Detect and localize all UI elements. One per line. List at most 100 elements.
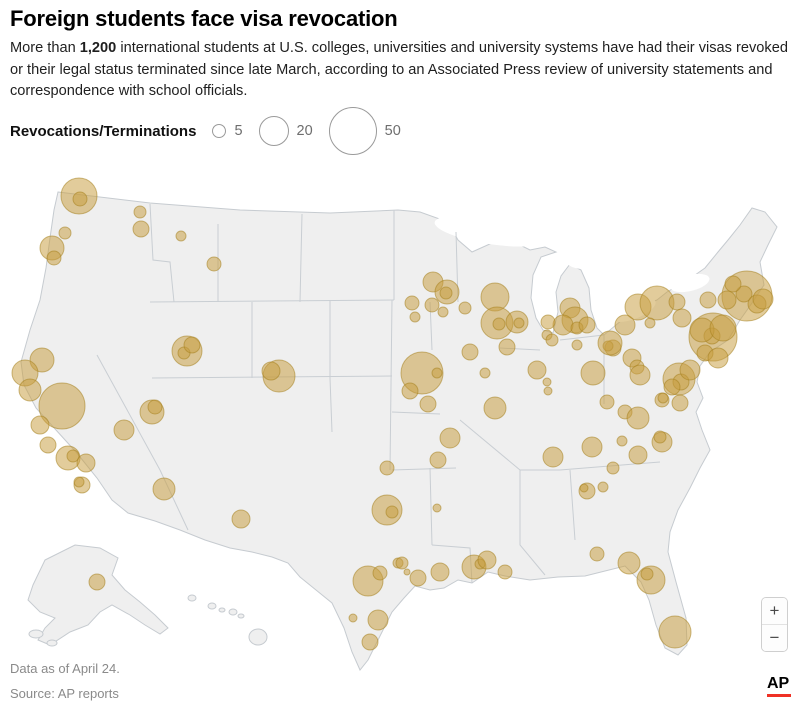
- revocation-bubble[interactable]: [571, 339, 583, 351]
- revocation-bubble[interactable]: [513, 317, 525, 329]
- revocation-bubble[interactable]: [113, 419, 135, 441]
- revocation-bubble[interactable]: [401, 382, 419, 400]
- revocation-bubble[interactable]: [589, 546, 605, 562]
- revocation-bubble[interactable]: [409, 569, 427, 587]
- revocation-bubble[interactable]: [497, 564, 513, 580]
- revocation-bubble[interactable]: [657, 392, 669, 404]
- revocation-bubble[interactable]: [626, 406, 650, 430]
- revocation-bubble[interactable]: [581, 436, 603, 458]
- zoom-out-button[interactable]: −: [762, 625, 787, 651]
- revocation-bubble[interactable]: [437, 306, 449, 318]
- revocation-bubble[interactable]: [439, 427, 461, 449]
- revocation-bubble[interactable]: [439, 286, 453, 300]
- revocation-bubble[interactable]: [432, 503, 442, 513]
- ap-logo: AP: [767, 676, 793, 697]
- revocation-bubble[interactable]: [403, 568, 411, 576]
- revocation-bubble[interactable]: [735, 285, 753, 303]
- revocation-bubble[interactable]: [542, 377, 552, 387]
- revocation-bubble[interactable]: [663, 378, 681, 396]
- revocation-bubble[interactable]: [709, 314, 737, 342]
- revocation-bubble[interactable]: [430, 562, 450, 582]
- revocation-bubble[interactable]: [461, 343, 479, 361]
- revocation-bubble[interactable]: [88, 573, 106, 591]
- revocation-bubble[interactable]: [175, 230, 187, 242]
- revocation-bubble[interactable]: [672, 308, 692, 328]
- revocation-bubble[interactable]: [477, 550, 497, 570]
- aleutian-island: [28, 629, 44, 639]
- revocation-bubble[interactable]: [38, 382, 86, 430]
- zoom-in-button[interactable]: +: [762, 598, 787, 625]
- revocation-bubble[interactable]: [133, 205, 147, 219]
- revocation-bubble[interactable]: [76, 453, 96, 473]
- revocation-bubble[interactable]: [479, 367, 491, 379]
- revocation-bubble[interactable]: [152, 477, 176, 501]
- revocation-bubble[interactable]: [419, 395, 437, 413]
- revocation-bubble[interactable]: [395, 556, 409, 570]
- revocation-bubble[interactable]: [579, 483, 589, 493]
- revocation-bubble[interactable]: [658, 615, 692, 649]
- revocation-bubble[interactable]: [483, 396, 507, 420]
- revocation-bubble[interactable]: [132, 220, 150, 238]
- revocation-bubble[interactable]: [409, 311, 421, 323]
- revocation-bubble[interactable]: [527, 360, 547, 380]
- revocation-bubble[interactable]: [385, 505, 399, 519]
- revocation-bubble[interactable]: [183, 336, 201, 354]
- revocation-bubble[interactable]: [66, 449, 80, 463]
- revocation-bubble[interactable]: [653, 430, 667, 444]
- revocation-bubble[interactable]: [640, 567, 654, 581]
- revocation-bubble[interactable]: [724, 275, 742, 293]
- revocation-bubble[interactable]: [492, 317, 506, 331]
- revocation-bubble[interactable]: [580, 360, 606, 386]
- revocation-bubble[interactable]: [614, 314, 636, 336]
- revocation-bubble[interactable]: [578, 316, 596, 334]
- revocation-bubble[interactable]: [261, 361, 281, 381]
- revocation-bubble[interactable]: [668, 293, 686, 311]
- revocation-bubble[interactable]: [498, 338, 516, 356]
- revocation-bubble[interactable]: [552, 314, 574, 336]
- revocation-bubble[interactable]: [231, 509, 251, 529]
- revocation-bubble[interactable]: [752, 288, 774, 310]
- revocation-bubble[interactable]: [206, 256, 222, 272]
- revocation-bubble[interactable]: [367, 609, 389, 631]
- revocation-bubble[interactable]: [379, 460, 395, 476]
- page-title: Foreign students face visa revocation: [10, 6, 398, 31]
- revocation-bubble[interactable]: [629, 364, 651, 386]
- revocation-bubble[interactable]: [597, 330, 623, 356]
- revocation-bubble[interactable]: [617, 551, 641, 575]
- revocation-bubble[interactable]: [147, 399, 163, 415]
- revocation-bubble[interactable]: [616, 435, 628, 447]
- revocation-bubble[interactable]: [72, 191, 88, 207]
- revocation-bubble[interactable]: [73, 476, 85, 488]
- revocation-bubble[interactable]: [361, 633, 379, 651]
- revocation-bubble[interactable]: [707, 347, 729, 369]
- revocation-bubble[interactable]: [545, 333, 559, 347]
- revocation-bubble[interactable]: [429, 451, 447, 469]
- revocation-bubble[interactable]: [39, 436, 57, 454]
- revocation-bubble[interactable]: [542, 446, 564, 468]
- revocation-bubble[interactable]: [679, 359, 701, 381]
- revocation-bubble[interactable]: [458, 301, 472, 315]
- revocation-bubble[interactable]: [30, 415, 50, 435]
- revocation-bubble[interactable]: [543, 386, 553, 396]
- revocation-bubble[interactable]: [58, 226, 72, 240]
- revocation-bubble[interactable]: [18, 378, 42, 402]
- revocation-bubble[interactable]: [404, 295, 420, 311]
- revocation-bubble[interactable]: [628, 445, 648, 465]
- revocation-bubble[interactable]: [540, 314, 556, 330]
- revocation-bubble[interactable]: [671, 394, 689, 412]
- revocation-bubble[interactable]: [597, 481, 609, 493]
- revocation-bubble[interactable]: [599, 394, 615, 410]
- revocation-bubble[interactable]: [431, 367, 443, 379]
- revocation-bubble[interactable]: [717, 290, 737, 310]
- revocation-bubble[interactable]: [699, 291, 717, 309]
- revocation-bubble[interactable]: [46, 250, 62, 266]
- revocation-bubble[interactable]: [644, 317, 656, 329]
- intro-pre: More than: [10, 40, 80, 56]
- revocation-bubble[interactable]: [424, 297, 440, 313]
- revocation-bubble[interactable]: [606, 461, 620, 475]
- revocation-bubble[interactable]: [348, 613, 358, 623]
- revocation-bubble[interactable]: [372, 565, 388, 581]
- aleutian-island: [46, 639, 58, 647]
